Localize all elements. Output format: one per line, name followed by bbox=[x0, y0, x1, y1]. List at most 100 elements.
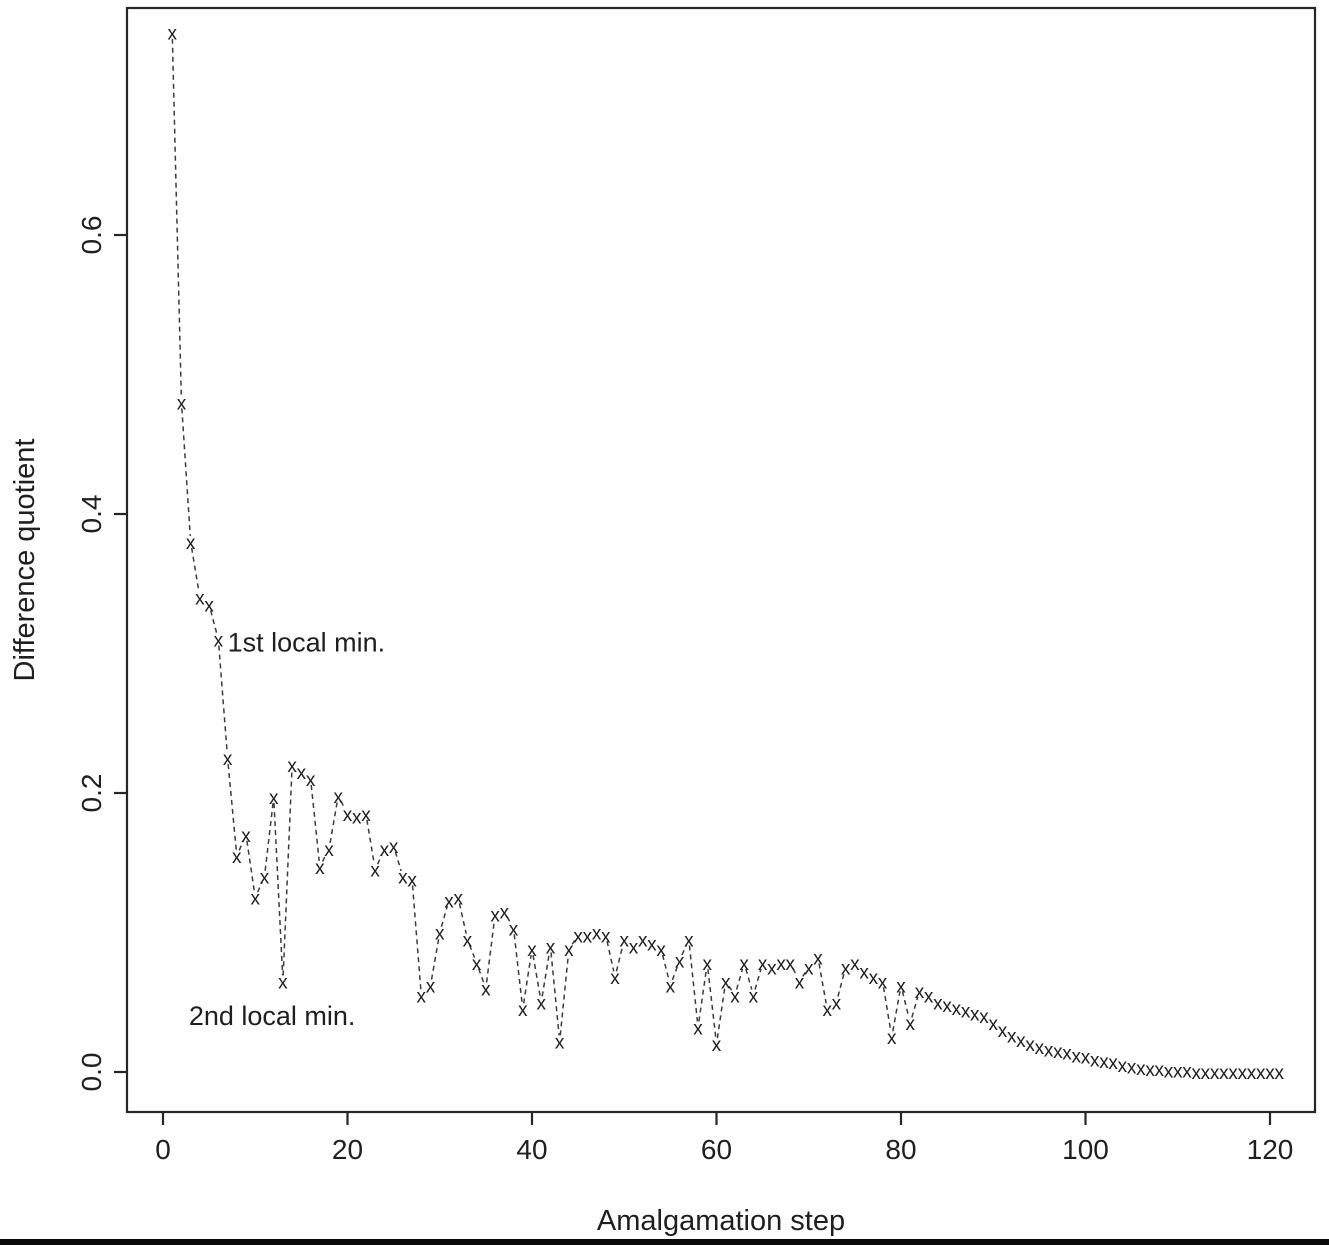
data-point-marker: x bbox=[1238, 1063, 1248, 1084]
data-point-marker: x bbox=[1210, 1063, 1220, 1084]
data-point-marker: x bbox=[527, 940, 537, 961]
series-line-segment bbox=[190, 547, 200, 592]
data-point-marker: x bbox=[297, 763, 307, 784]
data-point-marker: x bbox=[970, 1004, 980, 1025]
series-line-segment bbox=[171, 38, 183, 397]
data-point-marker: x bbox=[389, 837, 399, 858]
data-point-marker: x bbox=[620, 930, 630, 951]
data-point-marker: x bbox=[490, 905, 500, 926]
data-point-marker: x bbox=[832, 993, 842, 1014]
data-point-marker: x bbox=[463, 930, 473, 951]
data-point-marker: x bbox=[232, 847, 242, 868]
data-point-marker: x bbox=[518, 1000, 528, 1021]
series-line-segment bbox=[550, 952, 560, 1036]
series-line-segment bbox=[264, 803, 274, 871]
data-point-marker: x bbox=[896, 977, 906, 998]
series-line-segment bbox=[430, 938, 440, 980]
series-line-segment bbox=[256, 881, 263, 893]
series-line-segment bbox=[218, 645, 228, 753]
data-point-marker: x bbox=[638, 930, 648, 951]
data-point-marker: x bbox=[1127, 1057, 1137, 1078]
series-line-segment bbox=[394, 851, 402, 872]
data-point-marker: x bbox=[804, 958, 814, 979]
data-point-marker: x bbox=[915, 982, 925, 1003]
series-line-segment bbox=[901, 991, 910, 1018]
data-point-marker: x bbox=[435, 924, 445, 945]
y-axis-label: Difference quotient bbox=[9, 439, 41, 682]
data-point-marker: x bbox=[472, 954, 482, 975]
data-point-marker: x bbox=[481, 979, 491, 1000]
data-point-marker: x bbox=[260, 868, 270, 889]
series-line-segment bbox=[532, 955, 541, 997]
data-point-marker: x bbox=[675, 951, 685, 972]
data-point-marker: x bbox=[961, 1002, 971, 1023]
data-point-marker: x bbox=[1201, 1063, 1211, 1084]
data-point-marker: x bbox=[749, 986, 759, 1007]
data-point-marker: x bbox=[703, 954, 713, 975]
data-point-marker: x bbox=[361, 805, 371, 826]
data-point-marker: x bbox=[500, 903, 510, 924]
data-point-marker: x bbox=[767, 958, 777, 979]
series-line-segment bbox=[698, 969, 708, 1022]
data-point-marker: x bbox=[1274, 1063, 1284, 1084]
data-point-marker: x bbox=[795, 972, 805, 993]
data-point-marker: x bbox=[1118, 1056, 1128, 1077]
x-axis-tick-label: 100 bbox=[1062, 1134, 1109, 1165]
data-point-marker: x bbox=[887, 1028, 897, 1049]
series-line-segment bbox=[735, 968, 744, 990]
series-line-segment bbox=[882, 987, 892, 1032]
series-line-segment bbox=[892, 991, 901, 1032]
data-point-marker: x bbox=[426, 977, 436, 998]
data-point-marker: x bbox=[1191, 1063, 1201, 1084]
x-axis-tick-label: 80 bbox=[885, 1134, 916, 1165]
data-point-marker: x bbox=[813, 949, 823, 970]
series-line-segment bbox=[745, 968, 753, 990]
data-point-marker: x bbox=[869, 968, 879, 989]
data-point-marker: x bbox=[786, 954, 796, 975]
series-line-segment bbox=[911, 996, 919, 1018]
data-point-marker: x bbox=[1219, 1063, 1229, 1084]
series-line-segment bbox=[273, 803, 284, 976]
data-point-marker: x bbox=[1256, 1063, 1266, 1084]
data-point-marker: x bbox=[583, 926, 593, 947]
data-point-marker: x bbox=[712, 1035, 722, 1056]
data-point-marker: x bbox=[1228, 1063, 1238, 1084]
data-point-marker: x bbox=[204, 596, 214, 617]
data-point-marker: x bbox=[444, 891, 454, 912]
data-point-marker: x bbox=[334, 787, 344, 808]
data-point-marker: x bbox=[841, 958, 851, 979]
data-point-marker: x bbox=[407, 870, 417, 891]
series-line-segment bbox=[209, 610, 218, 634]
data-point-marker: x bbox=[398, 868, 408, 889]
data-point-marker: x bbox=[536, 993, 546, 1014]
series-line-segment bbox=[227, 764, 237, 850]
data-point-marker: x bbox=[1044, 1041, 1054, 1062]
x-axis-tick-label: 40 bbox=[516, 1134, 547, 1165]
data-point-marker: x bbox=[370, 861, 380, 882]
y-axis-tick-label: 0.0 bbox=[76, 1053, 107, 1092]
data-point-marker: x bbox=[287, 756, 297, 777]
data-point-marker: x bbox=[730, 986, 740, 1007]
data-point-marker: x bbox=[776, 954, 786, 975]
data-point-marker: x bbox=[315, 858, 325, 879]
data-point-marker: x bbox=[1007, 1027, 1017, 1048]
data-point-marker: x bbox=[564, 940, 574, 961]
data-point-marker: x bbox=[417, 986, 427, 1007]
series-line-segment bbox=[707, 969, 717, 1039]
data-point-marker: x bbox=[758, 954, 768, 975]
series-line-segment bbox=[366, 819, 375, 864]
series-line-segment bbox=[661, 954, 670, 980]
data-point-marker: x bbox=[1136, 1059, 1146, 1080]
data-point-marker: x bbox=[1247, 1063, 1257, 1084]
data-point-marker: x bbox=[167, 24, 177, 45]
series-line-segment bbox=[792, 968, 798, 977]
data-point-marker: x bbox=[380, 840, 390, 861]
data-point-marker: x bbox=[1145, 1060, 1155, 1081]
data-point-marker: x bbox=[989, 1014, 999, 1035]
data-point-marker: x bbox=[573, 926, 583, 947]
data-point-marker: x bbox=[1035, 1038, 1045, 1059]
data-point-marker: x bbox=[241, 826, 251, 847]
data-point-marker: x bbox=[1090, 1050, 1100, 1071]
series-line-segment bbox=[541, 952, 551, 997]
